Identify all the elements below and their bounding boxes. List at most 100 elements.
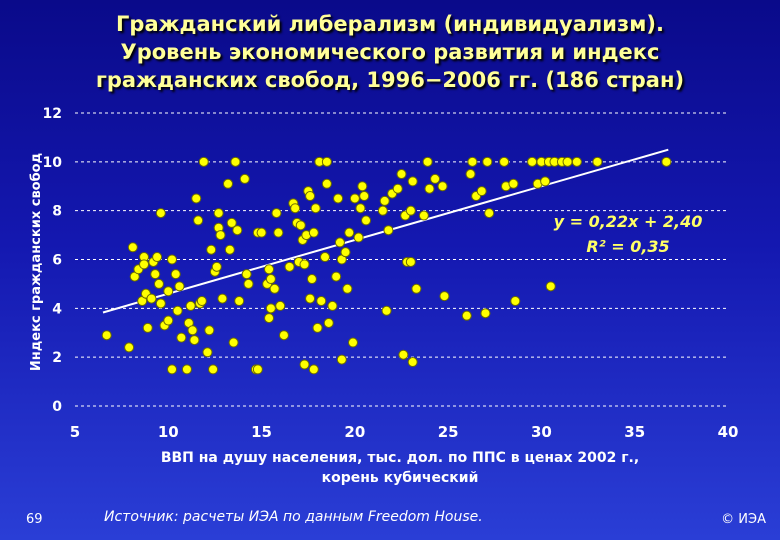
data-point — [264, 264, 275, 275]
y-tick-label: 8 — [52, 204, 62, 220]
x-tick-label: 40 — [718, 423, 739, 441]
data-point — [305, 191, 316, 202]
data-point — [211, 261, 222, 272]
data-point — [333, 193, 344, 204]
data-point — [461, 310, 472, 321]
data-point — [571, 156, 582, 167]
data-point — [189, 335, 200, 346]
data-point — [243, 278, 254, 289]
data-point — [185, 300, 196, 311]
data-point — [336, 354, 347, 365]
data-point — [349, 193, 360, 204]
data-point — [476, 186, 487, 197]
data-point — [146, 293, 157, 304]
data-point — [305, 293, 316, 304]
data-point — [306, 274, 317, 285]
data-point — [540, 176, 551, 187]
data-point — [174, 281, 185, 292]
copyright: © ИЭА — [721, 512, 766, 527]
y-tick-label: 6 — [52, 253, 62, 269]
data-point — [411, 283, 422, 294]
data-point — [256, 227, 267, 238]
data-point — [379, 195, 390, 206]
data-point — [321, 156, 332, 167]
data-point — [484, 208, 495, 219]
data-point — [439, 291, 450, 302]
regression-equation: y = 0,22x + 2,40 — [554, 212, 703, 231]
data-point — [101, 330, 112, 341]
title-line-2: Уровень экономического развития и индекс — [120, 40, 660, 64]
data-point — [226, 217, 237, 228]
data-point — [312, 322, 323, 333]
y-axis-label: Индекс гражданских свобод — [29, 153, 44, 371]
data-point — [152, 252, 163, 263]
data-point — [265, 274, 276, 285]
data-point — [163, 286, 174, 297]
data-point — [228, 337, 239, 348]
data-point — [208, 364, 219, 375]
data-point — [398, 349, 409, 360]
y-tick-label: 12 — [43, 106, 62, 122]
data-point — [204, 325, 215, 336]
data-point — [232, 225, 243, 236]
data-point — [377, 205, 388, 216]
data-point — [482, 156, 493, 167]
data-point — [252, 364, 263, 375]
data-point — [437, 181, 448, 192]
y-tick-label: 10 — [43, 155, 63, 171]
data-point — [361, 215, 372, 226]
y-tick-label: 0 — [52, 399, 62, 415]
data-point — [527, 156, 538, 167]
data-point — [222, 178, 233, 189]
data-point — [290, 203, 301, 214]
x-tick-label: 35 — [624, 423, 645, 441]
r-squared: R² = 0,35 — [586, 237, 669, 256]
data-point — [396, 169, 407, 180]
data-point — [206, 244, 217, 255]
data-point — [150, 269, 161, 280]
x-tick-label: 10 — [158, 423, 179, 441]
data-point — [334, 237, 345, 248]
data-point — [407, 176, 418, 187]
data-points — [101, 156, 672, 375]
data-point — [239, 173, 250, 184]
x-tick-label: 15 — [251, 423, 272, 441]
data-point — [383, 225, 394, 236]
data-point — [320, 252, 331, 263]
data-point — [418, 210, 429, 221]
data-point — [359, 191, 370, 202]
data-point — [241, 269, 252, 280]
data-point — [331, 271, 342, 282]
data-point — [308, 364, 319, 375]
data-point — [193, 215, 204, 226]
data-point — [308, 227, 319, 238]
data-point — [327, 300, 338, 311]
data-point — [392, 183, 403, 194]
data-point — [407, 357, 418, 368]
chart-title: Гражданский либерализм (индивидуализм). … — [20, 10, 760, 94]
title-line-3: гражданских свобод, 1996−2006 гг. (186 с… — [95, 68, 685, 92]
x-tick-label: 20 — [344, 423, 365, 441]
data-point — [124, 342, 135, 353]
data-point — [273, 227, 284, 238]
data-point — [153, 278, 164, 289]
data-point — [508, 178, 519, 189]
data-point — [181, 364, 192, 375]
data-point — [217, 293, 228, 304]
data-point — [278, 330, 289, 341]
data-point — [234, 296, 245, 307]
data-point — [284, 261, 295, 272]
data-point — [170, 269, 181, 280]
data-point — [215, 230, 226, 241]
data-point — [271, 208, 282, 219]
data-point — [424, 183, 435, 194]
data-point — [430, 173, 441, 184]
x-axis-label-line-2: корень кубический — [322, 470, 479, 486]
data-point — [545, 281, 556, 292]
data-point — [176, 332, 187, 343]
x-tick-label: 30 — [531, 423, 552, 441]
data-point — [342, 283, 353, 294]
data-point — [202, 347, 213, 358]
x-axis-label-line-1: ВВП на душу населения, тыс. дол. по ППС … — [161, 450, 639, 466]
